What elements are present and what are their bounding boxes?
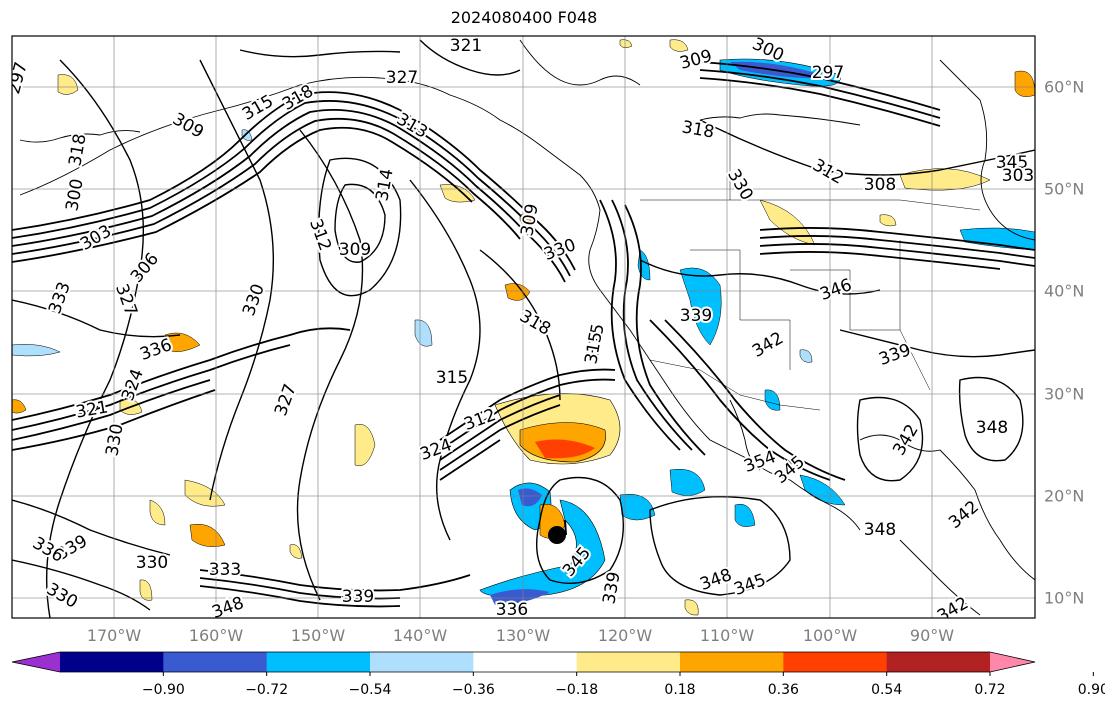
- storm-center-marker: [548, 526, 566, 544]
- latitude-label: 50°N: [1044, 179, 1085, 199]
- contour-label: 348: [976, 418, 1008, 438]
- contour-label: 336: [496, 600, 528, 620]
- colorbar-segment: [370, 652, 474, 672]
- contour-label-halo: 339: [680, 306, 712, 326]
- contour-label: 303: [1002, 166, 1034, 186]
- contour-label-halo: 321: [450, 36, 482, 56]
- longitude-label: 130°W: [495, 626, 551, 645]
- longitude-label: 90°W: [909, 626, 955, 645]
- colorbar-segment: [783, 652, 888, 672]
- colorbar-segment: [886, 652, 991, 672]
- longitude-label: 110°W: [699, 626, 755, 645]
- contour-label-halo: 348: [976, 418, 1008, 438]
- longitude-label: 140°W: [392, 626, 448, 645]
- contour-label-halo: 315: [436, 368, 468, 388]
- contour-label: 308: [864, 175, 896, 195]
- plot-frame: [11, 35, 1036, 619]
- colorbar-tick-label: 0.18: [664, 682, 696, 698]
- contour-label-halo: 297: [812, 63, 844, 83]
- contour-label: 330: [136, 553, 168, 573]
- latitude-label: 20°N: [1044, 486, 1085, 506]
- contour-label: 327: [386, 68, 418, 88]
- colorbar-segment: [60, 652, 164, 672]
- colorbar-tick-label: −0.54: [348, 682, 392, 698]
- colorbar-extend-low: [12, 652, 60, 672]
- contour-label: 339: [342, 587, 374, 607]
- latitude-label: 30°N: [1044, 384, 1085, 404]
- contour-lines: [12, 61, 1035, 608]
- contour-label-halo: 303: [1002, 166, 1034, 186]
- colorbar-tick-label: 0.36: [767, 682, 799, 698]
- latitude-label: 40°N: [1044, 281, 1085, 301]
- longitude-label: 120°W: [597, 626, 653, 645]
- colorbar-segment: [473, 652, 578, 672]
- latitude-label: 60°N: [1044, 77, 1085, 97]
- contour-label-halo: 308: [864, 175, 896, 195]
- contour-label-halo: 339: [342, 587, 374, 607]
- contour-label-halo: 336: [496, 600, 528, 620]
- longitude-label: 100°W: [802, 626, 858, 645]
- contour-label: 309: [339, 240, 371, 260]
- colorbar-tick-label: 0.90: [1077, 682, 1105, 698]
- contour-label: 339: [680, 306, 712, 326]
- contour-label-halo: 327: [386, 68, 418, 88]
- contour-label-halo: 300: [62, 177, 87, 212]
- colorbar-tick-label: 0.72: [974, 682, 1006, 698]
- contour-label: 297: [812, 63, 844, 83]
- contour-label-halo: 333: [209, 560, 241, 580]
- contour-label: 321: [450, 36, 482, 56]
- longitude-label: 170°W: [86, 626, 142, 645]
- colorbar-tick-label: −0.36: [451, 682, 495, 698]
- contour-label-halo: 345: [996, 153, 1028, 173]
- coastlines: [19, 39, 1035, 616]
- map-title: 2024080400 F048: [450, 8, 598, 27]
- colorbar-tick-label: 0.54: [871, 682, 903, 698]
- colorbar-segment: [266, 652, 371, 672]
- gridlines: [12, 36, 1035, 618]
- longitude-label: 150°W: [290, 626, 346, 645]
- contour-label-halo: 348: [864, 520, 896, 540]
- colorbar-segment: [576, 652, 681, 672]
- contour-label-halo: 309: [339, 240, 371, 260]
- longitude-label: 160°W: [188, 626, 244, 645]
- latitude-label: 10°N: [1044, 588, 1085, 608]
- contour-label-halo: 330: [136, 553, 168, 573]
- colorbar-tick-label: −0.72: [245, 682, 289, 698]
- contour-label: 345: [996, 153, 1028, 173]
- contour-label-halo: 318: [680, 117, 715, 142]
- colorbar-segment: [163, 652, 268, 672]
- contour-label: 348: [864, 520, 896, 540]
- colorbar-extend-high: [990, 652, 1035, 672]
- contour-label: 315: [436, 368, 468, 388]
- colorbar-tick-label: −0.18: [555, 682, 599, 698]
- colorbar-segment: [680, 652, 784, 672]
- thin-contour-lines: [12, 39, 1035, 618]
- colorbar-tick-label: −0.90: [141, 682, 185, 698]
- contour-label: 333: [209, 560, 241, 580]
- colorbar: [11, 651, 1094, 676]
